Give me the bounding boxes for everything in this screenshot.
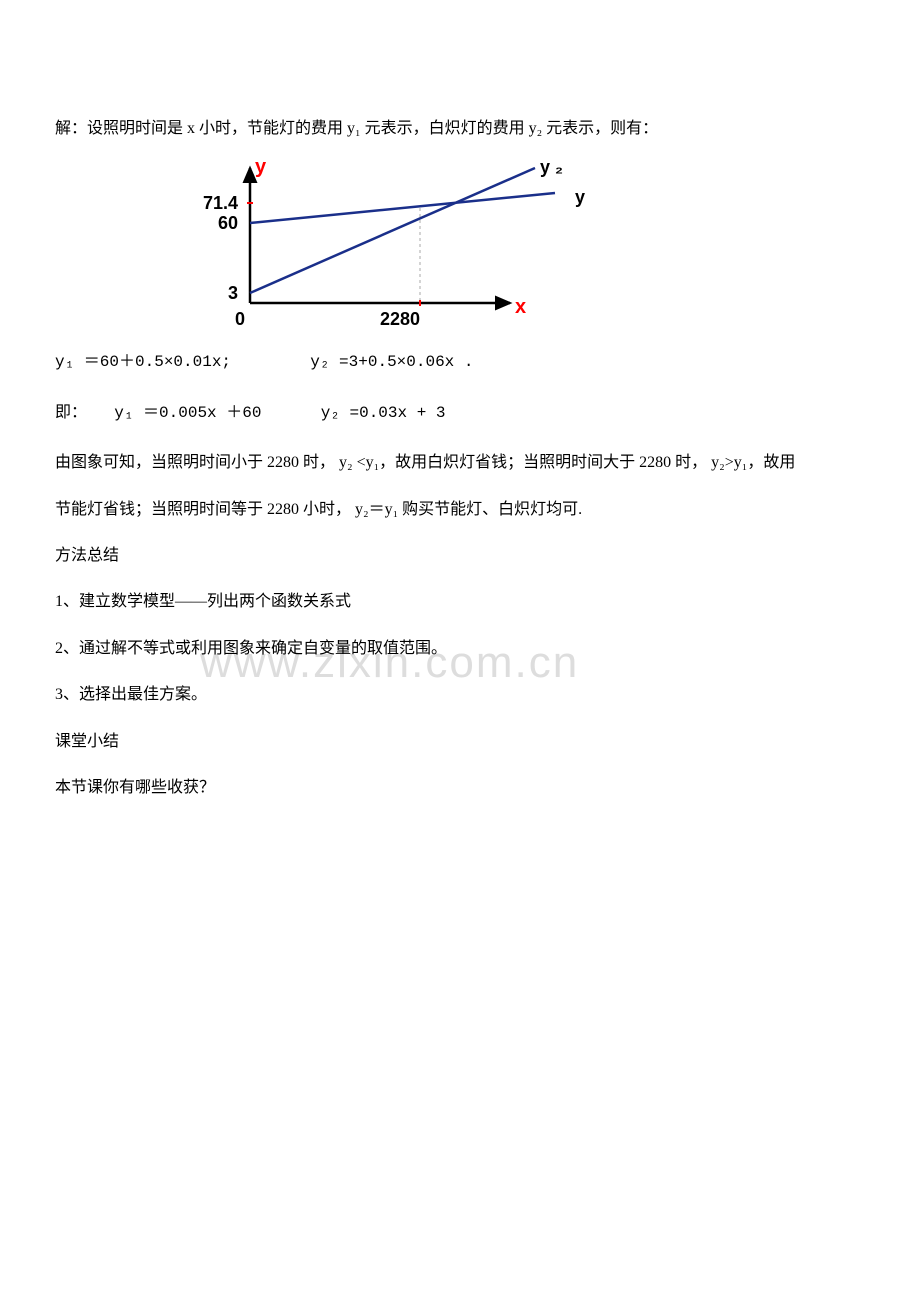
formula-row-2: 即： y₁ ＝0.005x ＋60 y₂ =0.03x + 3 — [55, 394, 865, 432]
svg-text:60: 60 — [218, 213, 238, 233]
svg-text:71.4: 71.4 — [203, 193, 238, 213]
formula2-left: y₁ ＝0.005x ＋60 — [114, 404, 261, 422]
analysis-line-2: 节能灯省钱；当照明时间等于 2280 小时， y₂＝y₁ 购买节能灯、白炽灯均可… — [55, 491, 865, 529]
svg-text:y ₂: y ₂ — [540, 158, 563, 177]
method-1: 1、建立数学模型——列出两个函数关系式 — [55, 583, 865, 621]
svg-text:3: 3 — [228, 283, 238, 303]
chart-svg: y ₁ y ₂ 71.460 3 0 2280 y x — [155, 158, 585, 333]
formula-row-1: y₁ ＝60＋0.5×0.01x; y₂ =3+0.5×0.06x . — [55, 343, 865, 381]
chart: y ₁ y ₂ 71.460 3 0 2280 y x — [155, 158, 585, 333]
summary-title: 课堂小结 — [55, 723, 865, 761]
svg-text:y: y — [255, 158, 267, 178]
document-content: 解：设照明时间是 x 小时，节能灯的费用 y₁ 元表示，白炽灯的费用 y₂ 元表… — [55, 110, 865, 807]
analysis-line-1: 由图象可知，当照明时间小于 2280 时， y₂ <y₁，故用白炽灯省钱；当照明… — [55, 444, 865, 482]
svg-text:y ₁: y ₁ — [575, 187, 585, 207]
method-2: 2、通过解不等式或利用图象来确定自变量的取值范围。 — [55, 630, 865, 668]
svg-text:2280: 2280 — [380, 309, 420, 329]
intro-text: 解：设照明时间是 x 小时，节能灯的费用 y₁ 元表示，白炽灯的费用 y₂ 元表… — [55, 110, 865, 148]
formula2-prefix: 即： — [55, 404, 87, 422]
svg-text:x: x — [515, 296, 526, 318]
method-title: 方法总结 — [55, 537, 865, 575]
formula1-right: y₂ =3+0.5×0.06x . — [310, 353, 473, 371]
method-3: 3、选择出最佳方案。 — [55, 676, 865, 714]
formula1-left: y₁ ＝60＋0.5×0.01x; — [55, 353, 231, 371]
summary-question: 本节课你有哪些收获？ — [55, 769, 865, 807]
formula2-right: y₂ =0.03x + 3 — [321, 404, 446, 422]
svg-text:0: 0 — [235, 309, 245, 329]
